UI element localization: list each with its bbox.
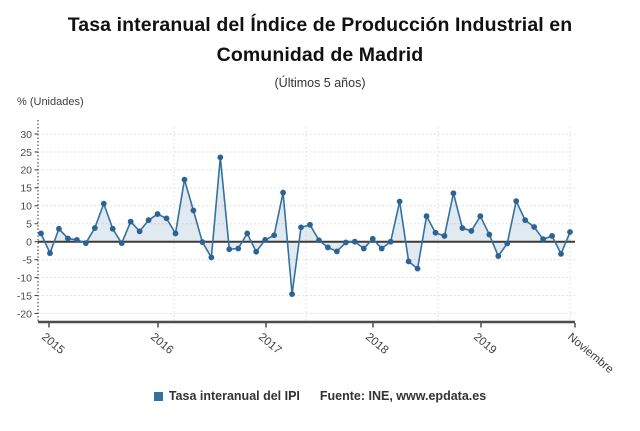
chart-subtitle: (Últimos 5 años): [274, 76, 366, 91]
data-point[interactable]: [208, 254, 215, 261]
data-point[interactable]: [307, 221, 313, 228]
y-tick-label: 30: [20, 129, 32, 141]
data-point[interactable]: [351, 238, 358, 245]
data-point[interactable]: [190, 207, 197, 214]
x-tick-label: 2016: [148, 331, 175, 357]
data-point[interactable]: [441, 233, 448, 239]
data-point[interactable]: [91, 225, 98, 231]
data-point[interactable]: [235, 245, 242, 252]
y-tick-label: 15: [20, 183, 32, 195]
legend-item-ipi[interactable]: Tasa interanual del IPI: [153, 389, 300, 403]
data-point[interactable]: [127, 218, 134, 225]
data-point[interactable]: [244, 230, 251, 237]
data-point[interactable]: [56, 225, 62, 232]
data-point[interactable]: [468, 228, 475, 234]
data-point[interactable]: [82, 240, 89, 247]
data-point[interactable]: [262, 237, 269, 243]
data-point[interactable]: [342, 239, 349, 246]
data-point[interactable]: [325, 244, 331, 251]
data-point[interactable]: [522, 217, 529, 224]
data-point[interactable]: [396, 198, 403, 205]
data-point[interactable]: [387, 238, 394, 245]
data-point[interactable]: [495, 253, 502, 259]
y-tick-label: 20: [20, 165, 32, 177]
data-point[interactable]: [513, 198, 520, 205]
series-line: [40, 156, 571, 295]
y-tick-label: -20: [17, 308, 32, 320]
data-point[interactable]: [280, 189, 286, 196]
data-point[interactable]: [486, 231, 493, 238]
series-area-fill: [41, 157, 570, 295]
data-point[interactable]: [154, 211, 161, 217]
data-point[interactable]: [73, 237, 80, 243]
data-point[interactable]: [65, 235, 71, 242]
data-point[interactable]: [298, 224, 304, 231]
data-point[interactable]: [378, 245, 385, 252]
y-tick-label: 25: [20, 147, 32, 159]
data-point[interactable]: [477, 213, 484, 220]
data-point[interactable]: [163, 215, 170, 222]
data-point[interactable]: [271, 232, 278, 239]
chart-header: Tasa interanual del Índice de Producción…: [0, 10, 640, 90]
x-tick-label: Noviembre: [565, 331, 615, 376]
data-point[interactable]: [333, 248, 340, 255]
data-point[interactable]: [289, 291, 295, 298]
legend-marker-icon: [153, 391, 163, 401]
x-tick-label: 2018: [363, 331, 390, 357]
data-point[interactable]: [181, 176, 188, 183]
data-point[interactable]: [226, 246, 233, 253]
data-point[interactable]: [136, 228, 143, 235]
data-point[interactable]: [504, 240, 511, 247]
y-tick-label: -10: [17, 272, 32, 284]
data-point[interactable]: [118, 240, 125, 247]
data-point[interactable]: [405, 258, 412, 265]
chart-title: Tasa interanual del Índice de Producción…: [67, 14, 573, 67]
data-point[interactable]: [549, 233, 555, 239]
data-point[interactable]: [360, 245, 367, 252]
legend: Tasa interanual del IPI Fuente: INE, www…: [0, 389, 640, 403]
data-point[interactable]: [316, 237, 322, 244]
y-tick-label: -15: [17, 290, 32, 302]
y-tick-label: 0: [26, 237, 32, 249]
data-point[interactable]: [567, 229, 573, 235]
data-point[interactable]: [531, 224, 538, 230]
y-axis-unit-label: % (Unidades): [17, 96, 84, 108]
data-point[interactable]: [38, 230, 44, 237]
data-point[interactable]: [109, 225, 116, 232]
data-point[interactable]: [217, 154, 224, 161]
data-point[interactable]: [145, 217, 152, 224]
data-point[interactable]: [414, 265, 421, 272]
data-point[interactable]: [432, 229, 439, 236]
x-tick-label: 2015: [39, 331, 66, 357]
x-tick-label: 2017: [256, 331, 283, 357]
data-point[interactable]: [459, 225, 466, 231]
data-point[interactable]: [253, 248, 260, 255]
data-point[interactable]: [47, 250, 53, 257]
legend-label: Tasa interanual del IPI: [168, 389, 300, 403]
data-point[interactable]: [450, 190, 457, 197]
x-tick-label: 2019: [471, 331, 498, 357]
data-point[interactable]: [423, 213, 430, 220]
data-point[interactable]: [172, 230, 179, 237]
source-text: Fuente: INE, www.epdata.es: [319, 389, 487, 403]
data-point[interactable]: [100, 200, 107, 207]
y-tick-label: -5: [23, 254, 32, 266]
data-point[interactable]: [540, 236, 546, 243]
data-point[interactable]: [369, 235, 376, 242]
data-point[interactable]: [199, 239, 206, 245]
y-tick-label: 10: [20, 201, 32, 213]
data-point[interactable]: [558, 251, 564, 257]
y-tick-label: 5: [26, 219, 32, 231]
